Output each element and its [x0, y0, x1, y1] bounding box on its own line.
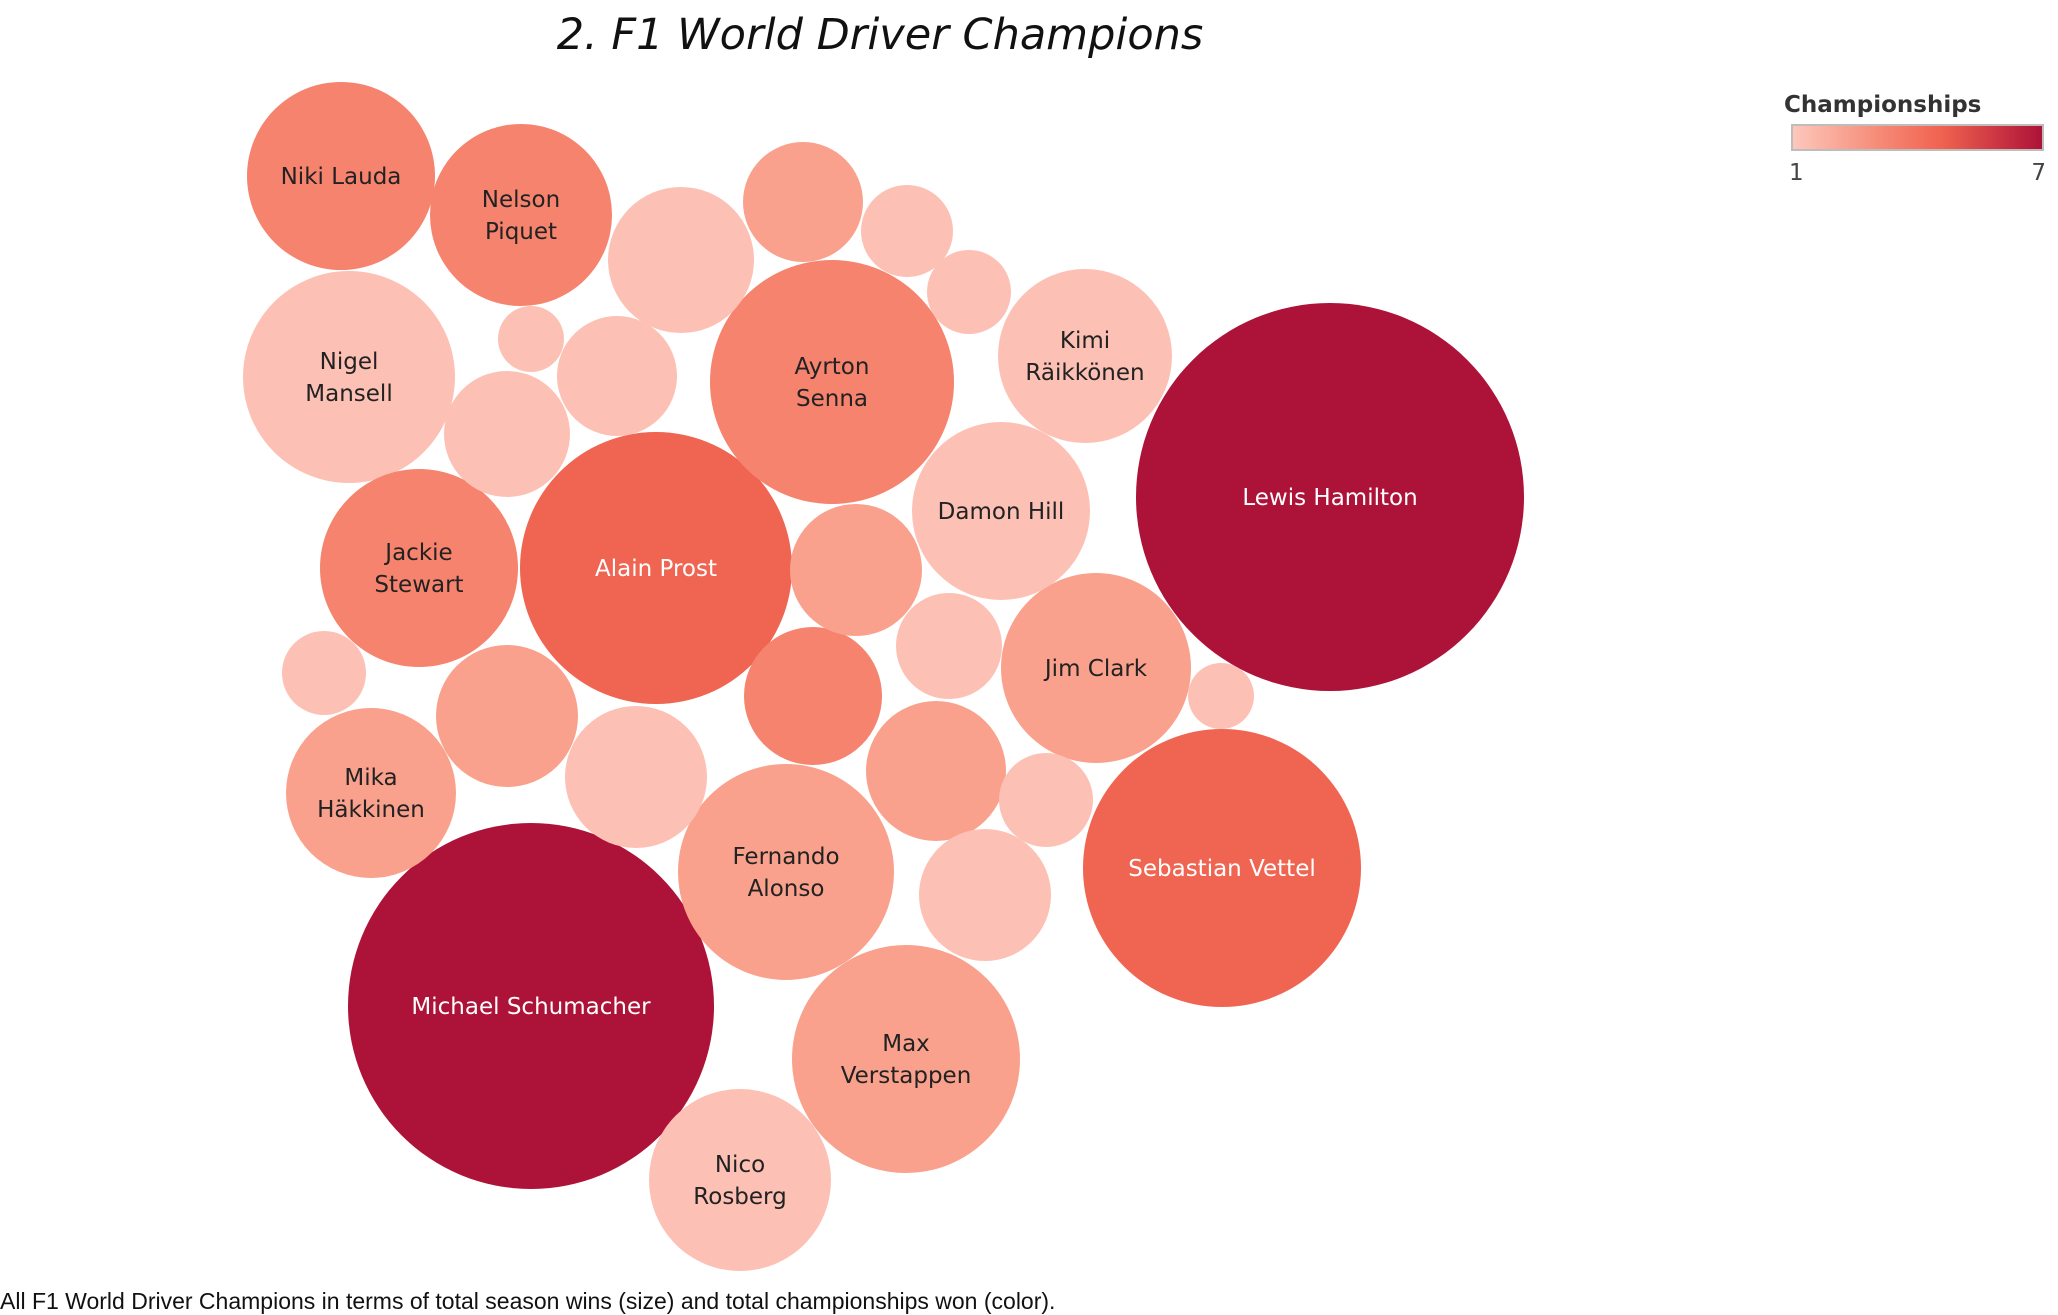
bubble-circle: [243, 271, 455, 483]
bubble-unlabeled-31[interactable]: [282, 631, 366, 715]
bubble-circle: [286, 708, 456, 878]
bubble-unlabeled-17[interactable]: [436, 645, 578, 787]
bubble-circle: [896, 593, 1002, 699]
bubble-jackie-stewart[interactable]: Jackie Stewart: [320, 469, 518, 667]
legend-max-label: 7: [2031, 160, 2046, 186]
bubble-unlabeled-22[interactable]: [744, 627, 882, 765]
bubble-nigel-mansell[interactable]: Nigel Mansell: [243, 271, 455, 483]
bubble-ayrton-senna[interactable]: Ayrton Senna: [710, 260, 954, 504]
bubble-unlabeled-29[interactable]: [999, 753, 1093, 847]
bubble-label: Michael Schumacher: [411, 994, 651, 1020]
bubble-label: Ayrton Senna: [795, 354, 870, 412]
bubble-unlabeled-24[interactable]: [790, 504, 922, 636]
bubble-mika-h-kkinen[interactable]: Mika Häkkinen: [286, 708, 456, 878]
bubble-circle: [282, 631, 366, 715]
bubble-label: Jackie Stewart: [374, 540, 463, 598]
bubble-circle: [866, 701, 1006, 841]
bubble-label: Max Verstappen: [841, 1031, 972, 1089]
bubble-label: Nigel Mansell: [305, 349, 392, 407]
bubble-unlabeled-30[interactable]: [927, 250, 1011, 334]
bubble-unlabeled-33[interactable]: [498, 306, 564, 372]
bubble-nelson-piquet[interactable]: Nelson Piquet: [430, 124, 612, 306]
bubble-circle: [436, 645, 578, 787]
bubble-label: Kimi Räikkönen: [1025, 328, 1144, 386]
bubble-damon-hill[interactable]: Damon Hill: [912, 422, 1090, 600]
chart-caption: All F1 World Driver Champions in terms o…: [0, 1288, 1056, 1314]
bubble-label: Damon Hill: [938, 499, 1065, 525]
bubble-circle: [678, 764, 894, 980]
bubble-circle: [444, 371, 570, 497]
bubble-circle: [320, 469, 518, 667]
bubble-unlabeled-27[interactable]: [896, 593, 1002, 699]
bubble-fernando-alonso[interactable]: Fernando Alonso: [678, 764, 894, 980]
bubble-unlabeled-19[interactable]: [557, 316, 677, 436]
bubble-circle: [919, 829, 1051, 961]
bubble-label: Nelson Piquet: [482, 187, 560, 245]
bubble-circle: [1001, 573, 1191, 763]
bubble-circle: [1083, 729, 1361, 1007]
bubble-label: Niki Lauda: [281, 164, 402, 190]
legend-min-label: 1: [1789, 160, 1804, 186]
bubble-circle: [710, 260, 954, 504]
bubble-circle: [927, 250, 1011, 334]
bubble-label: Nico Rosberg: [693, 1152, 786, 1210]
bubble-circle: [790, 504, 922, 636]
bubble-sebastian-vettel[interactable]: Sebastian Vettel: [1083, 729, 1361, 1007]
bubble-unlabeled-23[interactable]: [866, 701, 1006, 841]
chart-title: 2. F1 World Driver Champions: [556, 10, 1204, 60]
bubble-label: Lewis Hamilton: [1242, 485, 1417, 511]
bubble-circle: [1188, 663, 1254, 729]
bubble-kimi-r-ikk-nen[interactable]: Kimi Räikkönen: [998, 269, 1172, 443]
bubble-alain-prost[interactable]: Alain Prost: [520, 432, 792, 704]
bubble-circle: [743, 142, 863, 262]
legend-gradient-bar: [1791, 124, 2044, 151]
bubble-label: Sebastian Vettel: [1128, 856, 1316, 882]
bubble-circle: [999, 753, 1093, 847]
legend-title: Championships: [1784, 92, 1982, 118]
bubble-circle: [608, 187, 754, 333]
bubble-label: Mika Häkkinen: [317, 765, 425, 823]
bubble-circle: [520, 432, 792, 704]
bubble-label: Alain Prost: [595, 556, 717, 582]
bubble-circle: [744, 627, 882, 765]
bubble-unlabeled-28[interactable]: [861, 185, 953, 277]
bubble-nico-rosberg[interactable]: Nico Rosberg: [649, 1089, 831, 1271]
bubble-label: Fernando Alonso: [732, 844, 839, 902]
bubble-unlabeled-21[interactable]: [565, 706, 707, 848]
bubble-unlabeled-18[interactable]: [608, 187, 754, 333]
bubble-unlabeled-25[interactable]: [919, 829, 1051, 961]
bubble-circle: [557, 316, 677, 436]
bubble-unlabeled-20[interactable]: [444, 371, 570, 497]
bubble-unlabeled-26[interactable]: [743, 142, 863, 262]
bubble-circle: [649, 1089, 831, 1271]
bubble-circle: [792, 945, 1020, 1173]
bubble-circle: [247, 82, 435, 270]
bubble-label: Jim Clark: [1043, 656, 1148, 682]
bubble-circle: [912, 422, 1090, 600]
bubble-circle: [861, 185, 953, 277]
bubble-circle: [998, 269, 1172, 443]
bubble-max-verstappen[interactable]: Max Verstappen: [792, 945, 1020, 1173]
bubble-circle: [565, 706, 707, 848]
bubble-circle: [1136, 303, 1524, 691]
bubble-unlabeled-32[interactable]: [1188, 663, 1254, 729]
bubble-michael-schumacher[interactable]: Michael Schumacher: [348, 823, 714, 1189]
bubble-jim-clark[interactable]: Jim Clark: [1001, 573, 1191, 763]
bubble-niki-lauda[interactable]: Niki Lauda: [247, 82, 435, 270]
bubble-circle: [430, 124, 612, 306]
bubble-lewis-hamilton[interactable]: Lewis Hamilton: [1136, 303, 1524, 691]
bubble-circle: [348, 823, 714, 1189]
bubble-circle: [498, 306, 564, 372]
color-legend: Championships 1 7: [1784, 92, 2050, 192]
